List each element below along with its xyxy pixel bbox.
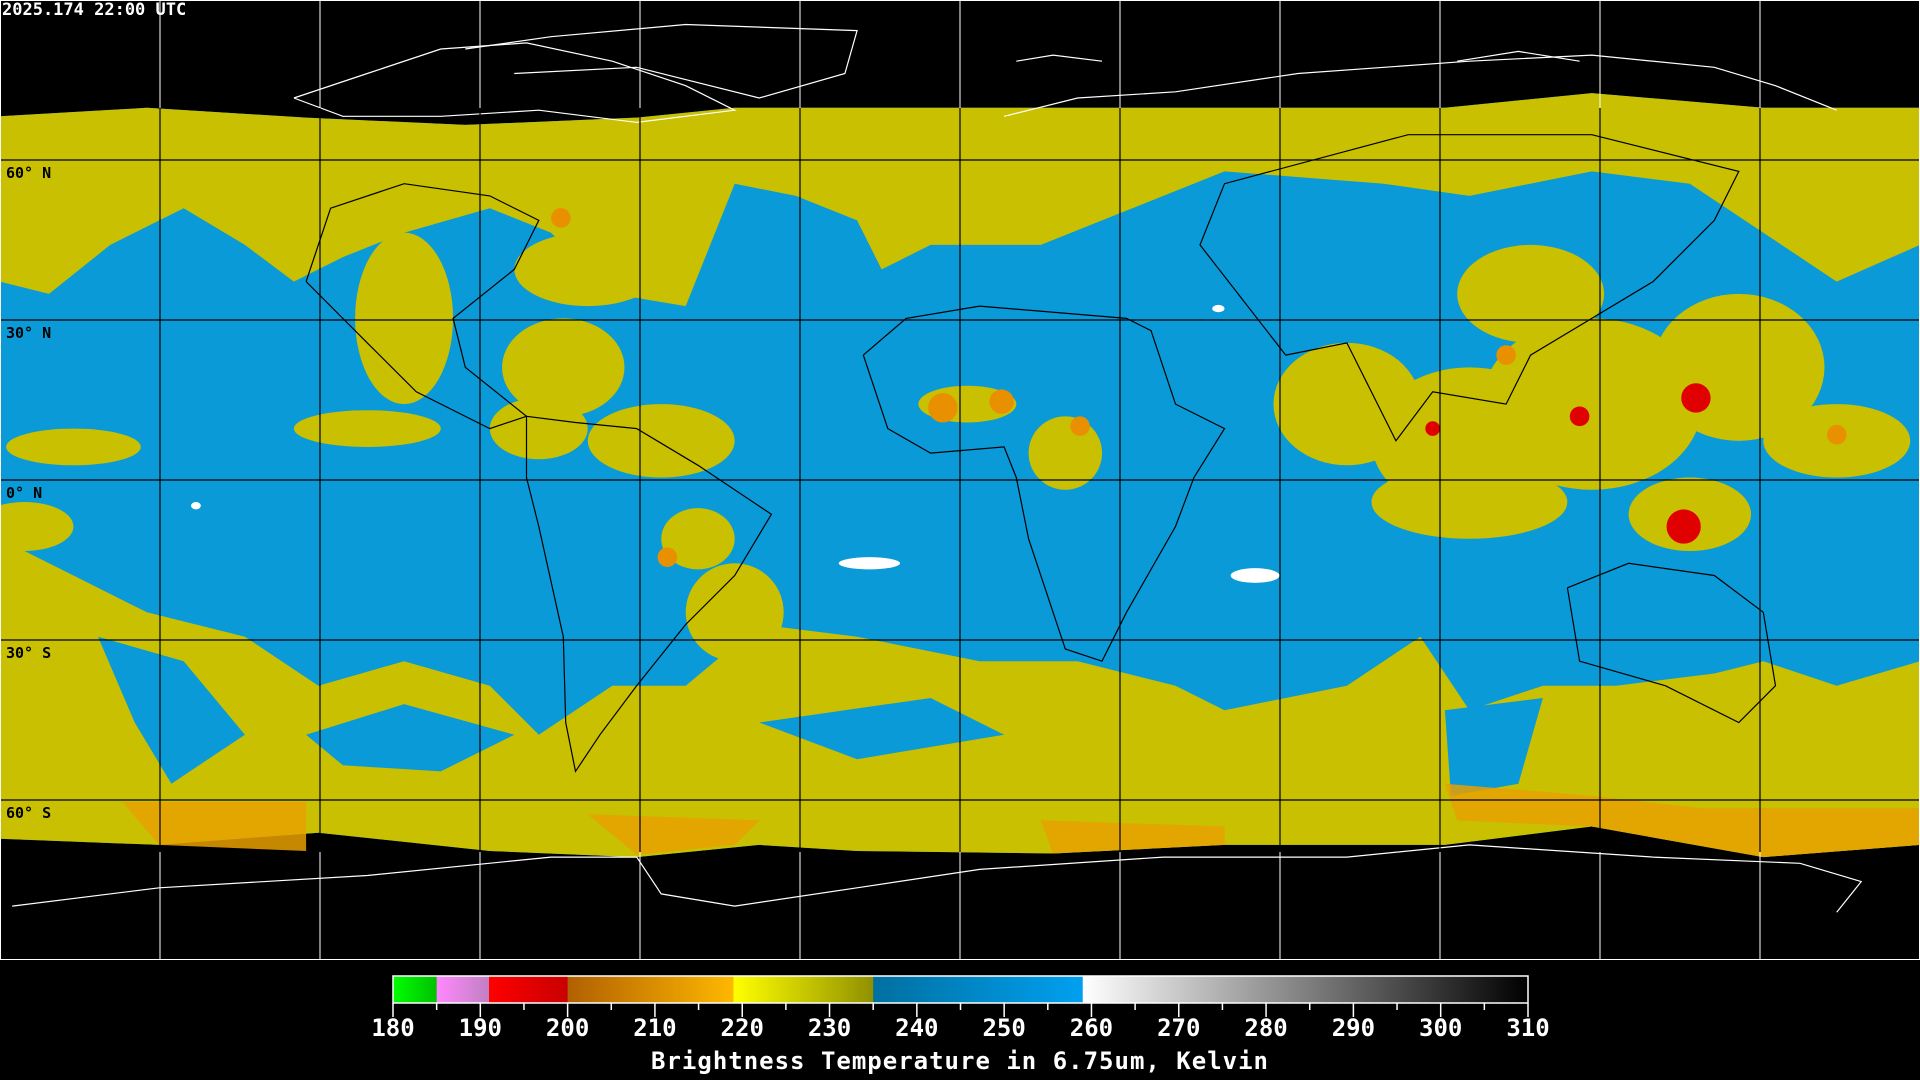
colorbar-tick-label: 190 — [459, 1014, 502, 1042]
convective-cloud — [587, 404, 735, 478]
colorbar-tick-label: 210 — [633, 1014, 676, 1042]
coastline-polar — [293, 42, 737, 124]
colorbar-segment — [567, 976, 734, 1003]
colorbar-segment — [1082, 976, 1529, 1003]
coastline — [862, 305, 1226, 662]
storm-core — [1826, 424, 1847, 445]
timestamp: 2025.174 22:00 UTC — [2, 0, 187, 20]
clear-air-region — [759, 698, 1005, 760]
colorbar-tick-label: 250 — [982, 1014, 1025, 1042]
coastline-polar — [1016, 54, 1103, 62]
convective-cloud — [489, 397, 588, 460]
cold-cloud-region — [122, 802, 307, 851]
colorbar-tick-label: 230 — [808, 1014, 851, 1042]
coastline — [305, 183, 540, 430]
lat-label-30n: 30° N — [6, 324, 52, 342]
storm-core — [1681, 383, 1711, 413]
storm-core — [1496, 345, 1516, 365]
clear-air-region — [1444, 698, 1543, 796]
coastline-polar — [465, 23, 858, 99]
warm-dry-region — [1212, 304, 1225, 313]
convective-cloud — [293, 410, 441, 447]
coastline — [1199, 134, 1740, 442]
convective-cloud — [502, 318, 625, 417]
coastline-polar — [12, 844, 1863, 913]
colorbar: 180 190 200 210 220 230 240 250 260 270 280 290 300 3… — [371, 975, 1550, 1042]
convective-cloud — [1481, 318, 1703, 490]
convective-cloud — [1457, 244, 1605, 343]
convective-cloud — [685, 563, 784, 662]
cold-cloud-region — [1040, 820, 1225, 854]
coastline — [525, 415, 773, 773]
warm-dry-region — [838, 557, 901, 570]
storm-core — [1070, 416, 1090, 436]
coastline-polar — [1003, 54, 1837, 117]
cold-cloud-region — [587, 814, 760, 855]
convective-cloud — [355, 232, 454, 405]
storm-core — [551, 208, 571, 228]
clear-air-region — [98, 636, 245, 784]
colorbar-tick-label: 310 — [1506, 1014, 1549, 1042]
colorbar-tick-label: 200 — [546, 1014, 589, 1042]
warm-dry-region — [1230, 568, 1280, 583]
cold-cloud-region — [1444, 783, 1920, 858]
storm-core — [1666, 509, 1701, 544]
lat-label-60n: 60° N — [6, 164, 52, 182]
lat-label-60s: 60° S — [6, 804, 52, 822]
storm-core — [989, 389, 1014, 414]
colorbar-segment — [489, 976, 569, 1003]
colorbar-tick-label: 260 — [1070, 1014, 1113, 1042]
convective-cloud — [6, 428, 141, 466]
colorbar-tick-label: 180 — [371, 1014, 414, 1042]
convective-cloud — [514, 232, 662, 307]
coastline-polar — [1457, 50, 1580, 62]
colorbar-tick-label: 240 — [895, 1014, 938, 1042]
colorbar-segment — [393, 976, 438, 1003]
colorbar-tick-label: 220 — [721, 1014, 764, 1042]
storm-core — [1425, 421, 1441, 436]
colorbar-tick-label: 280 — [1244, 1014, 1287, 1042]
clear-air-region — [306, 704, 515, 772]
lat-label-30s: 30° S — [6, 644, 52, 662]
colorbar-tick-label: 290 — [1332, 1014, 1375, 1042]
warm-dry-region — [191, 502, 201, 510]
colorbar-tick-label: 270 — [1157, 1014, 1200, 1042]
colorbar-segment — [873, 976, 1084, 1003]
storm-core — [657, 547, 678, 567]
convective-cloud — [661, 508, 735, 570]
colorbar-tick-label: 300 — [1419, 1014, 1462, 1042]
colorbar-segment — [436, 976, 490, 1003]
storm-core — [928, 393, 958, 423]
colorbar-segment — [733, 976, 874, 1003]
convective-cloud — [1371, 465, 1568, 539]
colorbar-title: Brightness Temperature in 6.75um, Kelvin — [651, 1047, 1269, 1075]
water-vapor-map — [0, 0, 1920, 960]
coastline — [1566, 562, 1777, 724]
storm-core — [1569, 406, 1590, 427]
convective-cloud — [0, 502, 74, 552]
convective-cloud — [1028, 416, 1103, 490]
lat-label-0n: 0° N — [6, 484, 43, 502]
